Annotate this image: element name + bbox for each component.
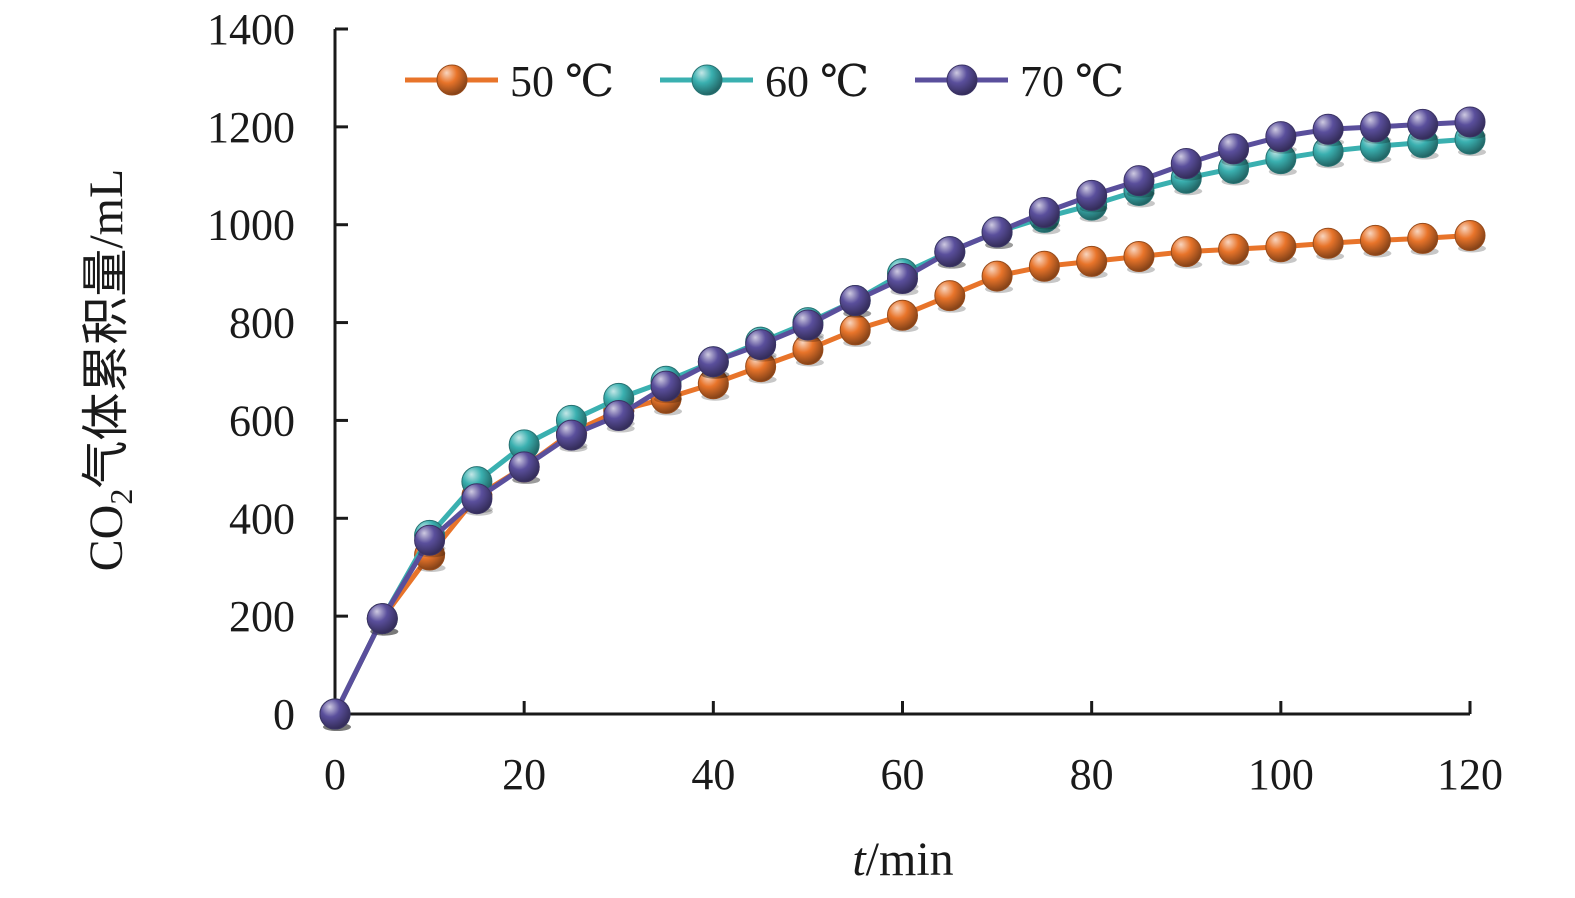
legend-label: 60 ℃ <box>765 57 869 106</box>
data-point <box>697 346 729 378</box>
data-point <box>1407 108 1439 140</box>
series-2 <box>319 106 1486 731</box>
data-point <box>1454 219 1486 251</box>
legend-label: 70 ℃ <box>1020 57 1124 106</box>
x-tick-label: 60 <box>881 750 925 799</box>
data-point <box>1076 245 1108 277</box>
data-point <box>981 260 1013 292</box>
axes: 0 200 400 600 800 1000 1200 1400 0 20 40 60 80 100 120 <box>207 5 1503 799</box>
legend: 50 ℃ 60 ℃ 70 ℃ <box>405 57 1124 106</box>
y-axis-title-prefix: CO <box>80 505 133 572</box>
data-point <box>1359 111 1391 143</box>
data-point <box>1028 250 1060 282</box>
data-point <box>887 263 918 295</box>
data-point <box>1359 224 1391 256</box>
legend-marker <box>691 64 723 96</box>
data-point <box>1454 106 1486 138</box>
data-point <box>934 236 966 268</box>
data-point <box>1265 231 1297 263</box>
data-point <box>508 451 540 483</box>
legend-marker <box>436 64 468 96</box>
data-point <box>555 419 587 451</box>
data-point <box>1170 236 1202 268</box>
data-point <box>366 603 398 635</box>
data-point <box>319 698 351 730</box>
y-axis-title-subscript: 2 <box>103 489 139 505</box>
data-point <box>1028 196 1060 228</box>
data-point <box>1170 148 1202 180</box>
data-point <box>745 329 777 361</box>
y-tick-label: 400 <box>229 494 295 543</box>
data-point <box>839 314 871 346</box>
x-axis-title-rest: /min <box>866 833 954 886</box>
y-tick-label: 1400 <box>207 5 295 54</box>
x-axis-title: t/min <box>852 833 953 886</box>
data-point <box>839 285 871 317</box>
series-line <box>332 119 1471 716</box>
x-tick-label: 120 <box>1437 750 1503 799</box>
x-tick-label: 80 <box>1070 750 1114 799</box>
series-layer <box>319 106 1486 731</box>
x-axis-title-italic: t <box>852 833 867 886</box>
y-axis-title: CO2气体累积量/mL <box>80 169 139 572</box>
data-point <box>934 280 966 312</box>
y-axis-title-rest: 气体累积量/mL <box>80 169 133 489</box>
legend-item: 50 ℃ <box>405 57 614 106</box>
series-line <box>332 136 1471 716</box>
legend-item: 60 ℃ <box>660 57 869 106</box>
y-tick-label: 1200 <box>207 103 295 152</box>
data-point <box>981 216 1013 248</box>
data-point <box>887 299 918 331</box>
series-1 <box>319 123 1486 731</box>
legend-item: 70 ℃ <box>915 57 1124 106</box>
axis-titles: t/min CO2气体累积量/mL <box>80 169 954 886</box>
legend-marker <box>946 64 978 96</box>
y-tick-label: 1000 <box>207 201 295 250</box>
y-tick-label: 200 <box>229 592 295 641</box>
data-point <box>792 309 824 341</box>
x-tick-label: 0 <box>324 750 346 799</box>
x-tick-label: 20 <box>502 750 546 799</box>
data-point <box>1265 121 1297 153</box>
x-tick-label: 100 <box>1248 750 1314 799</box>
data-point <box>650 370 682 402</box>
data-point <box>1076 179 1108 211</box>
data-point <box>414 524 446 556</box>
data-point <box>1312 227 1344 259</box>
data-point <box>1218 133 1250 165</box>
y-tick-label: 800 <box>229 299 295 348</box>
data-point <box>1123 165 1155 197</box>
data-point <box>603 400 635 432</box>
data-point <box>1407 222 1439 254</box>
y-tick-label: 600 <box>229 396 295 445</box>
data-point <box>1218 233 1250 265</box>
data-point <box>1123 241 1155 273</box>
series-0 <box>319 219 1486 731</box>
legend-label: 50 ℃ <box>510 57 614 106</box>
data-point <box>461 483 493 515</box>
x-tick-label: 40 <box>691 750 735 799</box>
y-tick-label: 0 <box>273 690 295 739</box>
data-point <box>1312 113 1344 145</box>
